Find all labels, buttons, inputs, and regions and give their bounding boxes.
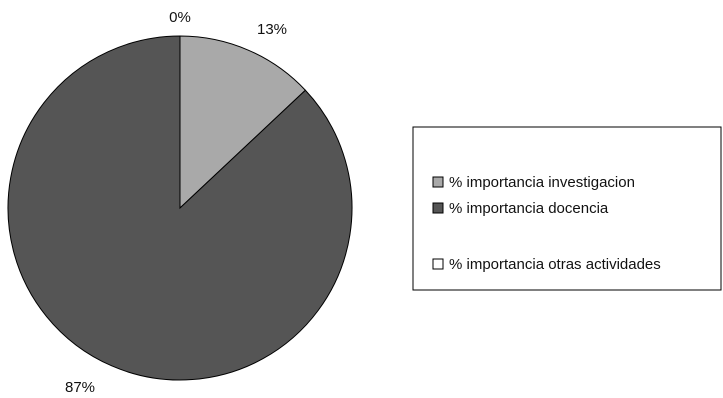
pie-slice-docencia [7, 35, 353, 381]
legend-label-otras: % importancia otras actividades [449, 256, 661, 273]
legend-box [412, 126, 722, 291]
pie-slices [7, 35, 353, 381]
slice-label-otras: 0% [169, 9, 191, 26]
legend: % importancia investigacion % importanci… [412, 126, 722, 291]
legend-swatch-investigacion [432, 176, 444, 188]
legend-swatch-docencia [432, 202, 444, 214]
legend-label-docencia: % importancia docencia [449, 200, 609, 217]
legend-swatch-otras [432, 258, 444, 270]
slice-label-docencia: 87% [65, 379, 95, 396]
slice-label-investigacion: 13% [257, 21, 287, 38]
pie-slice-investigacion [179, 35, 307, 210]
legend-label-investigacion: % importancia investigacion [449, 174, 635, 191]
